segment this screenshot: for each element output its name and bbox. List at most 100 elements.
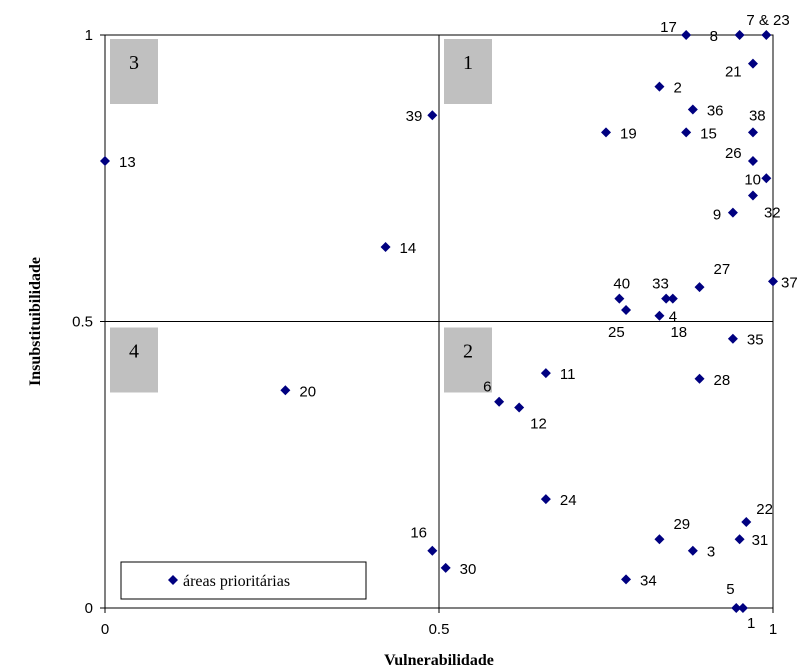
point-label: 20 xyxy=(299,383,316,400)
point-label: 33 xyxy=(652,276,669,293)
point-label: 27 xyxy=(714,261,731,278)
point-label: 25 xyxy=(608,324,625,341)
y-axis-title: Insubstituibilidade xyxy=(27,257,44,386)
point-label: 29 xyxy=(673,516,690,533)
point-label: 2 xyxy=(673,80,681,97)
axis-ticks: 000.50.511 xyxy=(72,27,777,638)
legend-marker-diamond xyxy=(168,575,178,585)
data-point-34 xyxy=(621,574,632,585)
point-label: 7 & 23 xyxy=(746,12,789,29)
point-label: 21 xyxy=(725,64,742,81)
point-label: 36 xyxy=(707,102,724,119)
point-label: 40 xyxy=(613,276,630,293)
point-label: 11 xyxy=(560,366,576,383)
legend: áreas prioritárias xyxy=(120,561,367,600)
data-point-28 xyxy=(694,373,705,384)
y-tick-label: 0 xyxy=(85,600,93,617)
data-point-24 xyxy=(540,494,551,505)
point-label: 16 xyxy=(410,525,427,542)
quadrant-boxes: 1 2 3 4 xyxy=(110,39,492,393)
point-label: 13 xyxy=(119,154,136,171)
quadrant-label-1: 1 xyxy=(463,52,473,74)
point-label: 19 xyxy=(620,125,637,142)
data-point-2 xyxy=(654,81,665,92)
data-point-26 xyxy=(747,156,758,167)
point-label: 22 xyxy=(756,501,773,518)
point-label: 24 xyxy=(560,492,577,509)
data-point-32 xyxy=(747,190,758,201)
data-point-3 xyxy=(687,545,698,556)
data-point-20 xyxy=(280,385,291,396)
quadrant-label-2: 2 xyxy=(463,341,473,363)
data-point-12 xyxy=(514,402,525,413)
quadrant-label-4: 4 xyxy=(129,341,139,363)
point-label: 18 xyxy=(670,324,687,341)
x-axis-title: Vulnerabilidade xyxy=(384,652,494,669)
point-label: 15 xyxy=(700,125,717,142)
quadrant-box-2 xyxy=(444,327,492,393)
data-point-39 xyxy=(427,110,438,121)
quadrant-label-3: 3 xyxy=(129,52,139,74)
point-label: 39 xyxy=(406,108,423,125)
legend-box xyxy=(120,561,367,600)
data-point-21 xyxy=(747,58,758,69)
data-point-38 xyxy=(747,127,758,138)
y-tick-label: 1 xyxy=(85,27,93,44)
point-label: 31 xyxy=(752,532,769,549)
point-label: 34 xyxy=(640,572,657,589)
point-label: 3 xyxy=(707,544,715,561)
data-point-40 xyxy=(614,293,625,304)
data-point-29 xyxy=(654,534,665,545)
x-tick-label: 0 xyxy=(101,621,109,638)
point-label: 35 xyxy=(747,332,764,349)
point-label: 10 xyxy=(744,171,761,188)
point-label: 32 xyxy=(764,204,781,221)
data-point-13 xyxy=(100,156,110,167)
point-label: 9 xyxy=(713,207,721,224)
data-point-36 xyxy=(687,104,698,115)
data-point-31 xyxy=(734,534,745,545)
point-label: 30 xyxy=(460,561,477,578)
point-label: 5 xyxy=(726,581,734,598)
data-point-27 xyxy=(694,282,705,293)
data-point-19 xyxy=(601,127,611,138)
data-point-8 xyxy=(734,30,745,40)
data-point-4 xyxy=(667,293,678,304)
data-point-15 xyxy=(681,127,692,138)
data-point-37 xyxy=(768,276,778,287)
point-label: 38 xyxy=(749,107,766,124)
quadrant-box-3 xyxy=(110,39,158,104)
data-point-723 xyxy=(761,30,772,40)
data-point-9 xyxy=(727,207,738,218)
data-point-22 xyxy=(741,517,752,528)
data-point-6 xyxy=(494,396,505,407)
point-label: 28 xyxy=(714,372,731,389)
y-tick-label: 0.5 xyxy=(72,314,93,331)
data-point-33 xyxy=(661,293,672,304)
point-label: 17 xyxy=(660,19,677,36)
point-label: 1 xyxy=(747,615,755,632)
data-point-35 xyxy=(727,333,738,344)
data-point-17 xyxy=(681,30,692,40)
data-points xyxy=(100,30,778,613)
point-label: 4 xyxy=(669,309,677,326)
data-point-14 xyxy=(380,242,391,253)
point-label: 26 xyxy=(725,145,742,162)
point-label: 14 xyxy=(400,240,417,257)
data-point-18 xyxy=(654,310,665,321)
x-tick-label: 1 xyxy=(769,621,777,638)
data-point-16 xyxy=(427,545,438,556)
data-point-11 xyxy=(540,368,551,379)
data-point-10 xyxy=(761,173,772,184)
x-tick-label: 0.5 xyxy=(429,621,450,638)
data-point-1 xyxy=(737,603,748,613)
quadrant-box-4 xyxy=(110,327,158,393)
point-label: 8 xyxy=(710,28,718,45)
data-point-30 xyxy=(440,562,451,573)
data-point-5 xyxy=(731,603,742,613)
data-point-25 xyxy=(621,305,632,316)
legend-label: áreas prioritárias xyxy=(183,573,290,590)
point-label: 6 xyxy=(483,379,491,396)
point-label: 12 xyxy=(530,415,547,432)
